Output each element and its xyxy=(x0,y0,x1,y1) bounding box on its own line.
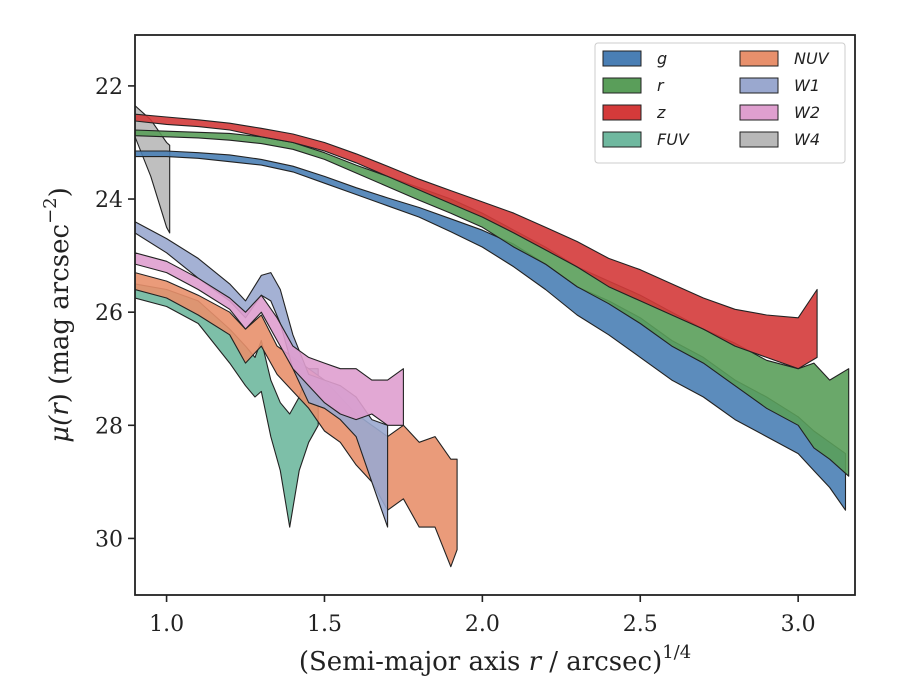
y-axis-label: μ(r) (mag arcsec−2) xyxy=(40,187,75,443)
series-band-w4 xyxy=(135,105,171,234)
x-tick-label: 2.5 xyxy=(623,612,658,637)
x-tick-label: 1.0 xyxy=(149,612,184,637)
legend-label-g: g xyxy=(657,49,667,68)
y-tick-label: 30 xyxy=(95,527,123,552)
legend-swatch-g xyxy=(602,50,642,67)
legend-label-w4: W4 xyxy=(794,130,820,149)
legend-swatch-w2 xyxy=(739,104,779,121)
legend-swatch-fuv xyxy=(602,131,642,148)
legend-label-z: z xyxy=(656,103,666,122)
series-band-g xyxy=(135,150,847,511)
legend-swatch-z xyxy=(602,104,642,121)
legend-swatch-r xyxy=(602,77,642,94)
axis-ticks: 1.0 1.5 2.0 2.5 3.0 22 24 26 28 30 xyxy=(95,75,816,637)
legend-frame xyxy=(594,42,846,164)
legend-swatch-nuv xyxy=(739,50,779,67)
y-tick-label: 22 xyxy=(95,75,123,100)
x-axis-label: (Semi-major axis r / arcsec)1/4 xyxy=(299,642,691,677)
y-tick-label: 28 xyxy=(95,414,123,439)
legend-label-r: r xyxy=(657,76,665,95)
legend-swatch-w1 xyxy=(739,77,779,94)
x-tick-label: 3.0 xyxy=(781,612,816,637)
legend-swatch-w4 xyxy=(739,131,779,148)
plot-frame xyxy=(134,34,856,596)
legend-label-fuv: FUV xyxy=(657,130,690,149)
y-tick-label: 26 xyxy=(95,301,123,326)
x-tick-label: 2.0 xyxy=(465,612,500,637)
chart-series-layer xyxy=(135,105,850,568)
x-tick-label: 1.5 xyxy=(307,612,342,637)
series-band-z xyxy=(135,113,818,370)
y-tick-label: 24 xyxy=(95,188,123,213)
legend-label-w1: W1 xyxy=(794,76,820,95)
legend: g NUV r W1 z W2 FUV W4 xyxy=(594,42,846,164)
series-band-w2 xyxy=(135,252,404,426)
legend-label-w2: W2 xyxy=(794,103,820,122)
legend-label-nuv: NUV xyxy=(794,49,830,68)
